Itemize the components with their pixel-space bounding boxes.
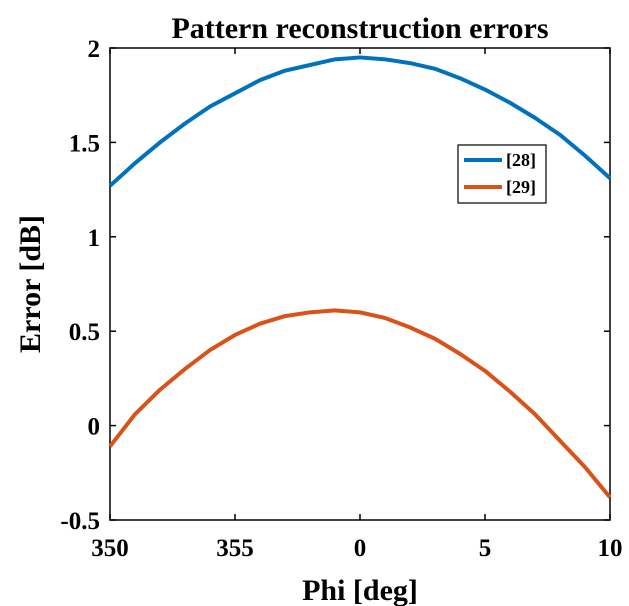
legend-label: [28] xyxy=(506,150,536,170)
y-tick-label: 1 xyxy=(88,225,101,252)
y-tick-label: 0 xyxy=(88,414,101,441)
plot-area xyxy=(109,47,611,521)
y-tick-label: 1.5 xyxy=(69,130,100,157)
x-tick-label: 10 xyxy=(598,535,623,562)
x-axis-label: Phi [deg] xyxy=(302,574,418,606)
legend-label: [29] xyxy=(506,177,536,197)
y-axis-label: Error [dB] xyxy=(14,215,47,353)
x-tick-label: 5 xyxy=(479,535,492,562)
series-layer xyxy=(108,55,612,499)
y-tick-label: 0.5 xyxy=(69,319,100,346)
legend-box xyxy=(457,144,547,204)
x-tick-label: 350 xyxy=(91,535,129,562)
y-tick-label: 2 xyxy=(88,36,101,63)
x-tick-label: 0 xyxy=(354,535,367,562)
legend: [28] [29] xyxy=(457,144,547,204)
chart-title: Pattern reconstruction errors xyxy=(171,12,548,45)
series-line-2 xyxy=(108,308,612,499)
y-tick-label: -0.5 xyxy=(60,508,100,535)
ticks-layer: 350 355 0 5 10 -0.5 0 0.5 1 1.5 2 xyxy=(60,36,622,562)
x-tick-label: 355 xyxy=(216,535,254,562)
series-line-1 xyxy=(108,55,612,188)
